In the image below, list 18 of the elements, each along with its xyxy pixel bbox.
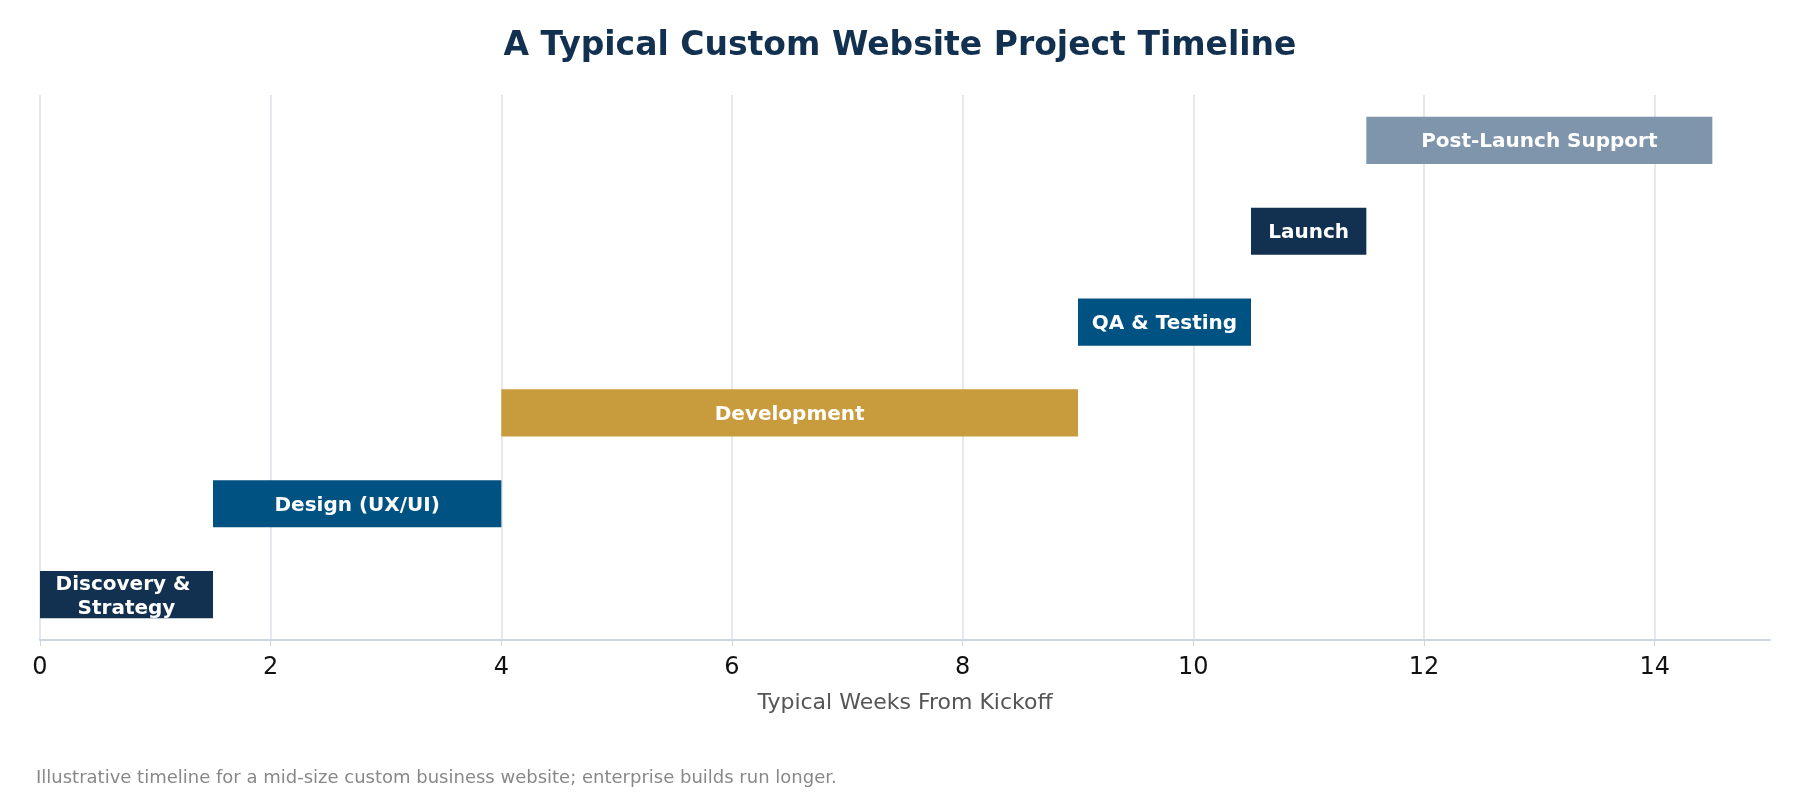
x-tick-label: 8 — [955, 652, 971, 680]
text: Illustrative timeline for a mid-size custom business website; enterprise builds run longer. — [36, 765, 837, 787]
y-tick-label: Design (UX/UI) — [274, 491, 440, 516]
y-tick-label: Post-Launch Support — [1421, 128, 1658, 153]
bar — [501, 389, 1078, 437]
x-tick-label: 14 — [1639, 652, 1670, 680]
x-tick-label: 0 — [32, 652, 48, 680]
y-tick-label: QA & Testing — [1091, 310, 1238, 335]
x-tick-label: 10 — [1178, 652, 1209, 680]
x-tick-label: 12 — [1408, 652, 1440, 680]
x-tick-label: 4 — [493, 652, 509, 680]
x-tick-label: 2 — [263, 652, 279, 680]
y-tick-label: Development — [714, 400, 866, 425]
chart-title: A Typical Custom Website Project Timeline — [503, 24, 1297, 63]
y-tick-label: Launch — [1268, 219, 1350, 244]
x-axis-title: Typical Weeks From Kickoff — [756, 688, 1054, 714]
y-tick-label: Discovery & Strategy — [55, 570, 198, 619]
x-tick-label: 6 — [724, 652, 740, 680]
